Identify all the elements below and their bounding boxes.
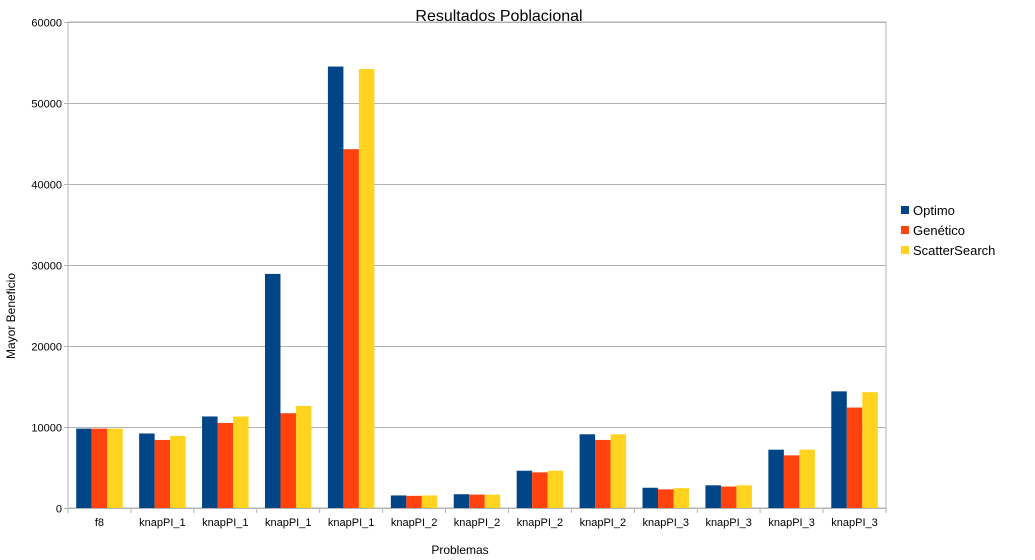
chart-title: Resultados Poblacional: [415, 8, 582, 25]
x-tick-label: knapPI_3: [705, 517, 751, 529]
bar-genético-1: [154, 439, 171, 508]
x-tick-label: knapPI_3: [643, 517, 689, 529]
x-tick-label: knapPI_1: [328, 517, 374, 529]
x-tick-label: knapPI_2: [454, 517, 500, 529]
y-axis-label: Mayor Beneficio: [4, 273, 18, 359]
bar-scattersearch-1: [170, 435, 186, 508]
bar-genético-8: [595, 439, 611, 508]
legend-swatch-genético: [901, 226, 909, 234]
bar-optimo-6: [453, 494, 470, 508]
bar-genético-5: [406, 495, 422, 508]
x-tick-label: knapPI_2: [517, 517, 563, 529]
bar-genético-6: [469, 494, 485, 508]
x-tick-labels: f8 knapPI_1 knapPI_1 knapPI_1 knapPI_1 knapPI…: [95, 517, 878, 529]
y-tick-label: 50000: [31, 99, 62, 111]
x-tick-label: knapPI_3: [831, 517, 877, 529]
bar-optimo-3: [264, 273, 281, 508]
y-tick-labels: 0 10000 20000 30000 40000 50000 60000: [31, 18, 62, 516]
bar-optimo-0: [76, 428, 92, 508]
bar-optimo-8: [579, 434, 596, 508]
bar-scattersearch-8: [610, 434, 627, 508]
y-tick-label: 0: [56, 504, 62, 516]
bar-optimo-1: [139, 433, 155, 508]
bar-genético-0: [91, 428, 108, 508]
bars: [76, 66, 878, 509]
x-tick-label: knapPI_1: [139, 517, 185, 529]
bar-scattersearch-0: [107, 428, 123, 508]
bar-optimo-11: [768, 449, 784, 508]
legend-label-optimo: Optimo: [913, 203, 955, 218]
x-tick-label: knapPI_3: [768, 517, 814, 529]
x-tick-label: f8: [95, 517, 104, 529]
bar-optimo-7: [516, 470, 533, 508]
legend: Optimo Genético ScatterSearch: [901, 203, 995, 258]
bar-scattersearch-7: [547, 470, 564, 508]
y-tick-label: 20000: [31, 342, 62, 354]
bar-optimo-12: [831, 391, 847, 508]
bar-optimo-4: [327, 66, 344, 509]
bar-scattersearch-6: [484, 494, 501, 508]
bar-genético-10: [720, 486, 737, 508]
bar-genético-7: [532, 472, 548, 508]
bar-genético-3: [280, 413, 296, 508]
legend-label-scattersearch: ScatterSearch: [913, 243, 995, 258]
x-tick-label: knapPI_2: [580, 517, 626, 529]
bar-optimo-9: [642, 487, 659, 508]
y-tick-label: 40000: [31, 180, 62, 192]
x-axis-label: Problemas: [431, 543, 488, 557]
x-tick-label: knapPI_2: [391, 517, 437, 529]
bar-optimo-2: [202, 416, 218, 508]
bar-scattersearch-12: [862, 392, 878, 508]
bar-genético-12: [846, 407, 863, 508]
bar-scattersearch-10: [736, 485, 752, 508]
y-tick-label: 60000: [31, 18, 62, 30]
bar-scattersearch-9: [673, 488, 690, 508]
x-tick-label: knapPI_1: [202, 517, 248, 529]
bar-genético-2: [217, 422, 234, 508]
legend-swatch-optimo: [901, 206, 909, 214]
bar-scattersearch-5: [421, 495, 438, 508]
y-tick-label: 10000: [31, 423, 62, 435]
bar-scattersearch-3: [295, 405, 312, 508]
bar-scattersearch-2: [233, 416, 249, 508]
bar-genético-4: [343, 149, 359, 509]
y-tick-label: 30000: [31, 261, 62, 273]
bar-optimo-5: [390, 495, 407, 508]
bar-scattersearch-11: [799, 449, 815, 508]
x-tick-label: knapPI_1: [265, 517, 311, 529]
legend-swatch-scattersearch: [901, 246, 909, 254]
legend-label-genético: Genético: [913, 223, 965, 238]
bar-optimo-10: [705, 485, 721, 508]
grid-lines: [64, 21, 887, 513]
bar-genético-11: [783, 455, 800, 508]
bar-genético-9: [658, 489, 674, 508]
bar-scattersearch-4: [358, 68, 375, 508]
